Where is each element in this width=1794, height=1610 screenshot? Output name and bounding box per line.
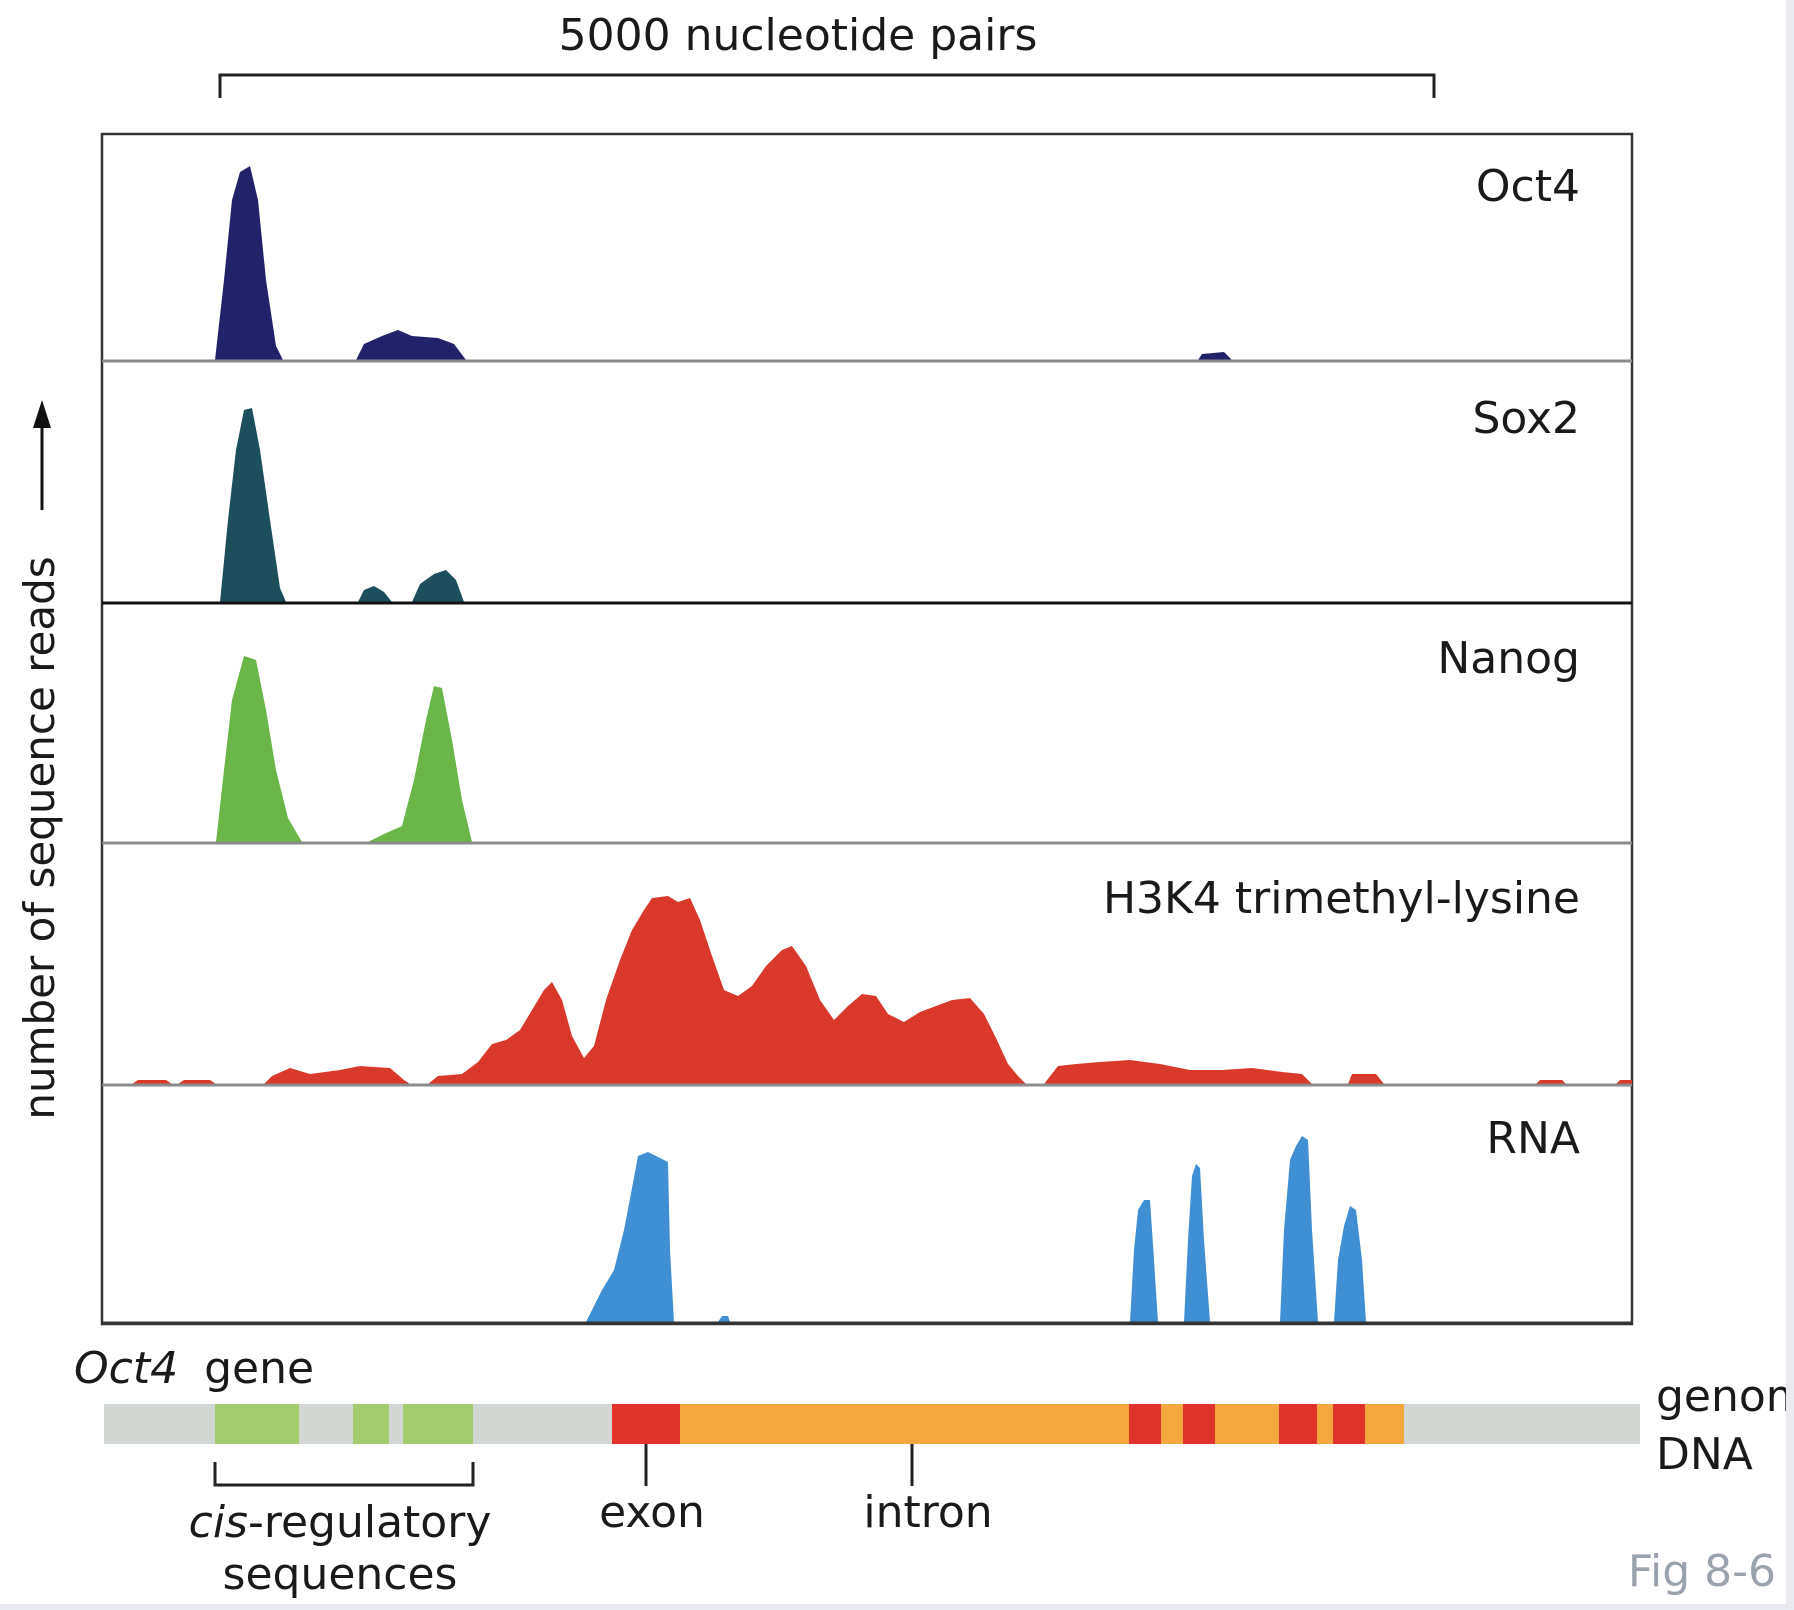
oct4-peak-3 <box>1198 352 1232 360</box>
track-h3k4: H3K4 trimethyl-lysine <box>102 873 1632 1087</box>
exon-block-3 <box>1183 1404 1215 1444</box>
gene-name: Oct4 <box>74 1343 178 1394</box>
gene-word: gene <box>204 1343 314 1394</box>
oct4-peak-2 <box>356 330 466 360</box>
intron-label: intron <box>863 1487 992 1538</box>
track-sox2: Sox2 <box>102 393 1632 605</box>
cis-rest: -regulatory <box>248 1497 491 1548</box>
exon-label: exon <box>599 1487 705 1538</box>
intron-region <box>612 1404 1404 1444</box>
track-label-nanog: Nanog <box>1437 633 1580 684</box>
track-label-sox2: Sox2 <box>1472 393 1580 444</box>
regulatory-block-2 <box>353 1404 389 1444</box>
cis-regulatory-label: cis-regulatory <box>189 1497 492 1548</box>
nanog-peak-2 <box>368 686 472 842</box>
track-rna: RNA <box>102 1113 1632 1325</box>
h3k4-signal <box>264 896 1312 1084</box>
h3k4-small-1 <box>132 1080 172 1084</box>
track-label-oct4: Oct4 <box>1476 161 1580 212</box>
rna-peak-1 <box>586 1152 674 1322</box>
track-nanog: Nanog <box>102 633 1632 845</box>
dna-label-line2: DNA <box>1656 1429 1753 1480</box>
gene-map: Oct4 gene genomic DNA cis-regulatory seq… <box>74 1343 1794 1600</box>
track-oct4: Oct4 <box>102 161 1632 363</box>
exon-block-1 <box>612 1404 680 1444</box>
figure-id: Fig 8-6 <box>1628 1546 1776 1597</box>
sox2-peak-2 <box>358 586 392 602</box>
h3k4-small-5 <box>1616 1080 1632 1084</box>
rna-peak-2 <box>718 1316 730 1322</box>
sox2-peak-3 <box>412 570 464 602</box>
gene-title: Oct4 gene <box>74 1343 314 1394</box>
regulatory-block-3 <box>403 1404 473 1444</box>
regulatory-block-1 <box>215 1404 299 1444</box>
h3k4-small-2 <box>178 1080 216 1084</box>
scale-label: 5000 nucleotide pairs <box>559 10 1038 61</box>
track-label-rna: RNA <box>1486 1113 1580 1164</box>
rna-peak-3 <box>1130 1200 1158 1322</box>
track-label-h3k4: H3K4 trimethyl-lysine <box>1103 873 1580 924</box>
cis-regulatory-bracket <box>213 1462 475 1487</box>
y-axis-label: number of sequence reads <box>15 556 64 1119</box>
h3k4-small-4 <box>1536 1080 1566 1084</box>
rna-peak-4 <box>1184 1164 1210 1322</box>
rna-peak-6 <box>1334 1206 1366 1322</box>
sox2-peak-1 <box>220 408 286 602</box>
dna-label-line1: genomic <box>1656 1371 1786 1422</box>
y-axis-arrow-head <box>33 400 51 428</box>
nanog-peak-1 <box>216 656 302 842</box>
exon-block-2 <box>1129 1404 1161 1444</box>
exon-block-4 <box>1279 1404 1317 1444</box>
cis-regulatory-label-line2: sequences <box>223 1549 458 1600</box>
cis-italic: cis <box>189 1497 248 1548</box>
oct4-peak-1 <box>215 166 283 360</box>
h3k4-small-3 <box>1348 1074 1384 1084</box>
exon-block-5 <box>1333 1404 1365 1444</box>
scale-bracket <box>218 73 1436 98</box>
tracks-frame <box>100 132 1634 1326</box>
rna-peak-5 <box>1280 1136 1318 1322</box>
